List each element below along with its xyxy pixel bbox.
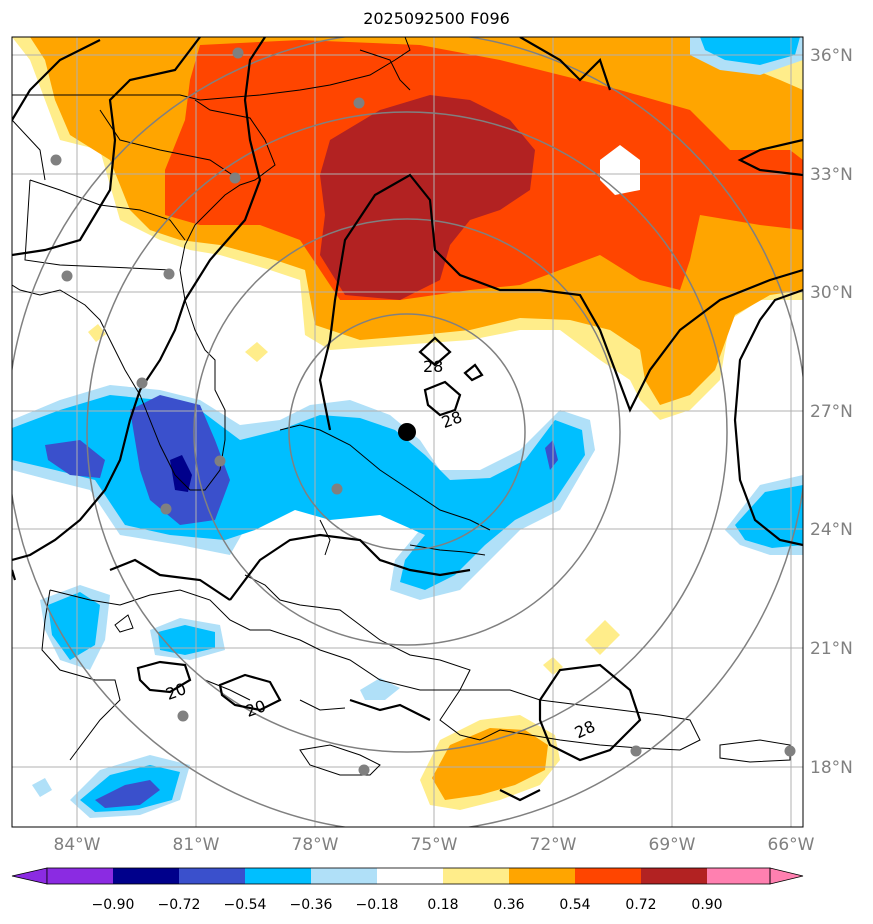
anomaly-fill-neg-054b: [45, 440, 105, 478]
colorbar-tick-label: 0.36: [493, 897, 524, 913]
colorbar-segment: [443, 868, 509, 884]
colorbar-tick-label: 0.54: [559, 897, 590, 913]
lon-label: 75°W: [411, 835, 458, 855]
height-contours: [12, 37, 803, 802]
map-title: 2025092500 F096: [363, 9, 510, 28]
lon-label: 69°W: [649, 835, 696, 855]
range-rings: [12, 37, 803, 827]
lat-label: 24°N: [810, 520, 853, 540]
colorbar-tick-label: −0.54: [224, 897, 267, 913]
storm-center-marker: [398, 423, 416, 441]
anomaly-fill-neg-topright-core: [700, 37, 800, 65]
station-markers: [50, 47, 796, 776]
colorbar-tick-label: 0.18: [427, 897, 458, 913]
longitude-labels: 84°W 81°W 78°W 75°W 72°W 69°W 66°W: [54, 835, 815, 855]
colorbar-segment: [377, 868, 443, 884]
anomaly-fill-neg-right-core: [735, 485, 803, 548]
map-frame: [11, 36, 804, 828]
lat-label: 21°N: [810, 639, 853, 659]
lon-label: 84°W: [54, 835, 101, 855]
lat-label: 33°N: [810, 165, 853, 185]
colorbar-tick-label: −0.72: [158, 897, 201, 913]
anomaly-fill-neg-054c: [545, 440, 558, 470]
colorbar-tick-label: −0.36: [290, 897, 333, 913]
contour-label-28-a: 28: [423, 357, 443, 376]
colorbar-tick-label: 0.72: [625, 897, 656, 913]
colorbar-extend-high: [769, 867, 804, 885]
lon-label: 66°W: [768, 835, 815, 855]
lon-label: 72°W: [530, 835, 577, 855]
colorbar-segment: [47, 868, 113, 884]
anomaly-fill-neg-ll3-dark: [95, 780, 160, 808]
anomaly-fill-neg-072: [170, 455, 192, 492]
colorbar-frame: [46, 867, 771, 885]
lon-label: 81°W: [173, 835, 220, 855]
colorbar-segment: [311, 868, 377, 884]
lat-label: 36°N: [810, 46, 853, 66]
colorbar-segment: [113, 868, 179, 884]
anomaly-fill-neg-ll4: [360, 678, 400, 700]
colorbar-tick-label: −0.18: [356, 897, 399, 913]
anomaly-fill-neg-ll1-core: [48, 592, 100, 660]
anomaly-fill-hole: [600, 145, 640, 195]
colorbar-segment: [707, 868, 770, 884]
lat-label: 27°N: [810, 402, 853, 422]
colorbar-segment: [179, 868, 245, 884]
anomaly-fill-neg-ll5: [32, 778, 52, 797]
anomaly-fill-pos-speck-1: [585, 620, 620, 655]
graticule: [12, 37, 803, 827]
lon-label: 78°W: [292, 835, 339, 855]
lat-label: 30°N: [810, 283, 853, 303]
colorbar: −0.90 −0.72 −0.54 −0.36 −0.18 0.18 0.36 …: [11, 867, 804, 913]
anomaly-fill-pos-speck-3: [245, 342, 268, 362]
colorbar-segment: [509, 868, 575, 884]
colorbar-tick-label: 0.90: [691, 897, 722, 913]
anomaly-fill-pos-lower-core: [432, 728, 548, 800]
colorbar-tick-label: −0.90: [92, 897, 135, 913]
colorbar-segment: [575, 868, 641, 884]
coastlines: [12, 37, 791, 776]
lat-label: 18°N: [810, 758, 853, 778]
colorbar-extend-low: [11, 867, 48, 885]
colorbar-segment: [245, 868, 311, 884]
colorbar-segment: [641, 868, 707, 884]
latitude-labels: 36°N 33°N 30°N 27°N 24°N 21°N 18°N: [810, 46, 853, 778]
